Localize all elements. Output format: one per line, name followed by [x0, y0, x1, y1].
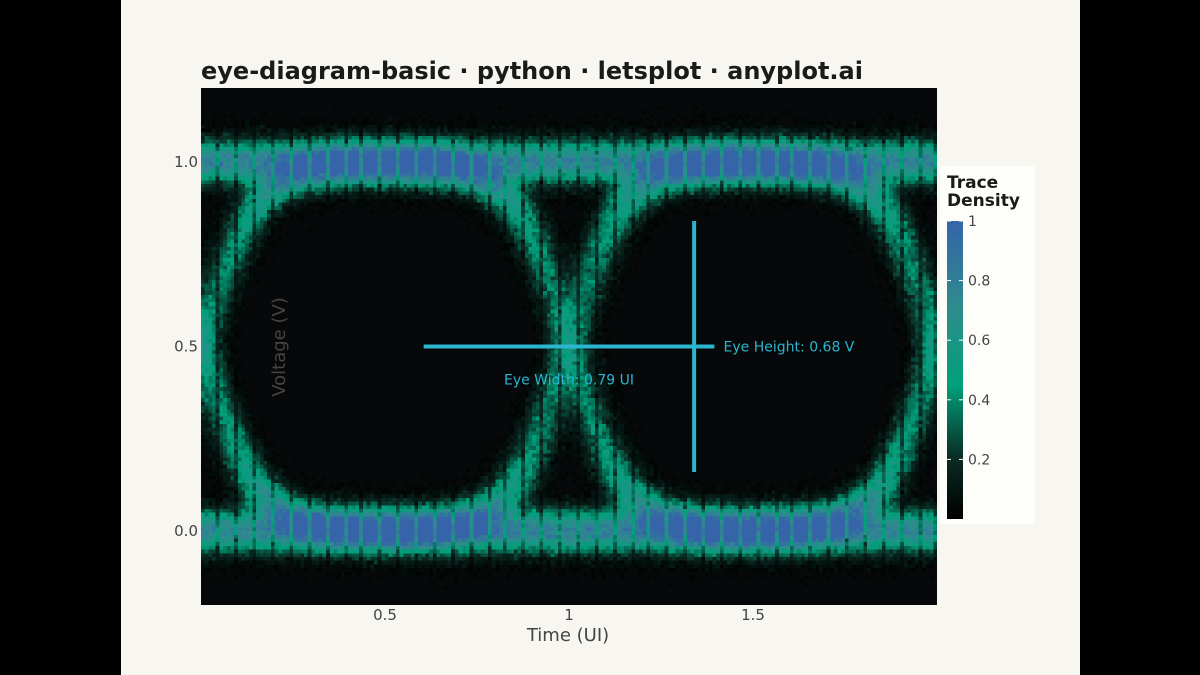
x-axis-ticks: 0.5 1 1.5 [373, 606, 765, 624]
y-tick-label: 0.5 [174, 338, 198, 356]
x-tick-label: 1.5 [741, 606, 765, 624]
page: eye-diagram-basic · python · letsplot · … [121, 0, 1080, 675]
y-axis-label: Voltage (V) [269, 297, 290, 397]
y-tick-label: 0.0 [174, 522, 198, 540]
y-axis-ticks: 0.0 0.5 1.0 [174, 153, 198, 540]
x-axis-label: Time (UI) [526, 625, 609, 646]
eye-height-label: Eye Height: 0.68 V [724, 340, 855, 356]
legend-title-line-1: Trace [947, 173, 998, 193]
x-tick-label: 0.5 [373, 606, 397, 624]
eye-diagram-chart: eye-diagram-basic · python · letsplot · … [174, 57, 1035, 646]
legend-tick-label: 0.6 [968, 333, 990, 349]
x-tick-label: 1 [564, 606, 574, 624]
legend-tick-label: 0.4 [968, 393, 990, 409]
y-tick-label: 1.0 [174, 153, 198, 171]
eye-width-label: Eye Width: 0.79 UI [504, 373, 634, 389]
annotations: Eye Width: 0.79 UI Eye Height: 0.68 V [423, 220, 855, 473]
chart-title: eye-diagram-basic · python · letsplot · … [201, 57, 863, 85]
legend-tick-label: 0.2 [968, 452, 990, 468]
legend-colorbar [947, 221, 963, 519]
color-legend: Trace Density 1 0.8 0.6 0.4 0.2 [940, 166, 1035, 524]
legend-tick-label: 1 [968, 214, 977, 230]
legend-ticks: 1 0.8 0.6 0.4 0.2 [947, 214, 990, 468]
legend-tick-label: 0.8 [968, 274, 990, 290]
legend-title-line-2: Density [947, 191, 1020, 211]
